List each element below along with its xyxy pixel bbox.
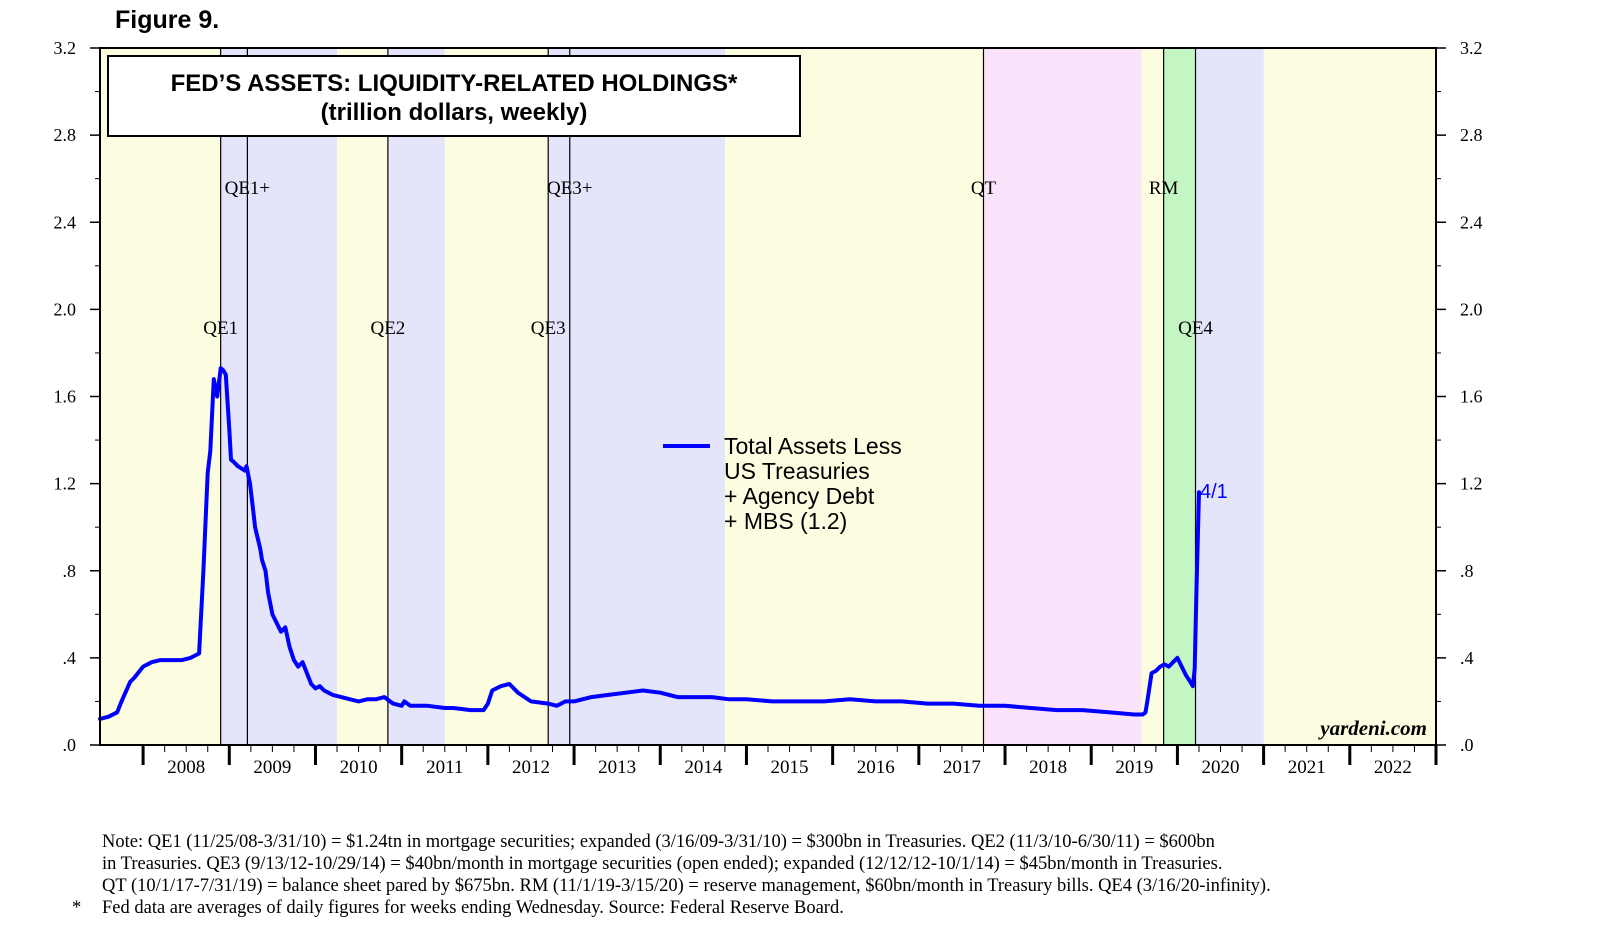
band-qe-1	[387, 48, 445, 745]
y-tick-label-right: 2.4	[1460, 212, 1483, 232]
y-tick-label-left: .8	[63, 561, 77, 581]
note-line-1: Note: QE1 (11/25/08-3/31/10) = $1.24tn i…	[102, 832, 1215, 852]
y-tick-label-left: 1.2	[54, 474, 77, 494]
note-line-2: in Treasuries. QE3 (9/13/12-10/29/14) = …	[102, 854, 1223, 874]
program-label-rm: RM	[1149, 178, 1179, 199]
program-label-qe1: QE1	[203, 318, 238, 339]
x-tick-label-2020: 2020	[1202, 757, 1240, 778]
y-tick-label-right: 1.2	[1460, 474, 1483, 494]
notes: Note: QE1 (11/25/08-3/31/10) = $1.24tn i…	[72, 831, 1602, 919]
program-label-qe3: QE3	[531, 318, 566, 339]
x-tick-label-2012: 2012	[512, 757, 550, 778]
chart-subtitle: (trillion dollars, weekly)	[321, 99, 588, 126]
x-tick-label-2022: 2022	[1374, 757, 1412, 778]
x-tick-label-2021: 2021	[1288, 757, 1326, 778]
x-tick-label-2017: 2017	[943, 757, 981, 778]
footnote-marker: *	[72, 898, 82, 918]
x-tick-label-2009: 2009	[253, 757, 291, 778]
y-tick-label-left: .4	[63, 648, 77, 668]
x-tick-label-2019: 2019	[1115, 757, 1153, 778]
legend-line-1: Total Assets Less	[724, 433, 902, 459]
y-tick-label-left: 3.2	[54, 38, 77, 58]
title-box: FED’S ASSETS: LIQUIDITY-RELATED HOLDINGS…	[107, 55, 801, 137]
series-line-0	[98, 366, 1201, 721]
y-tick-label-left: .0	[63, 735, 77, 755]
axes: .0 .0 .4 .4 .8 .8 1.2 1.2 1.6 1.6 2.0 2.0 2.4 2.4 2.8 2…	[54, 38, 1483, 778]
series-layer	[98, 366, 1201, 721]
y-tick-label-right: .8	[1460, 561, 1474, 581]
footnote: * Fed data are averages of daily figures…	[72, 897, 1602, 919]
x-tick-label-2014: 2014	[684, 757, 723, 778]
y-tick-label-left: 1.6	[54, 387, 77, 407]
program-label-qe2: QE2	[370, 318, 405, 339]
y-tick-label-left: 2.8	[54, 125, 77, 145]
y-tick-label-right: 2.8	[1460, 125, 1483, 145]
y-tick-label-right: 2.0	[1460, 299, 1483, 319]
footnote-text: Fed data are averages of daily figures f…	[102, 898, 844, 918]
y-tick-label-right: 1.6	[1460, 387, 1483, 407]
note-line-3: QT (10/1/17-7/31/19) = balance sheet par…	[102, 876, 1271, 896]
figure-label: Figure 9.	[115, 6, 220, 34]
chart: QE1 QE1+ QE2 QE3 QE3+ QT RM QE4 .0 .0 .4 .4 .8 .8 1.2…	[54, 38, 1483, 778]
program-label-qt: QT	[971, 178, 997, 199]
x-tick-label-2013: 2013	[598, 757, 636, 778]
y-tick-label-left: 2.0	[54, 299, 77, 319]
program-label-qe3-plus: QE3+	[547, 178, 593, 199]
band-qe-0	[220, 48, 338, 745]
x-tick-label-2015: 2015	[771, 757, 809, 778]
legend-line-4: + MBS (1.2)	[724, 508, 847, 534]
band-qe-5	[1195, 48, 1264, 745]
program-label-qe1-plus: QE1+	[225, 178, 271, 199]
y-tick-label-left: 2.4	[54, 212, 77, 232]
band-qt-3	[983, 48, 1142, 745]
legend: Total Assets Less US Treasuries + Agency…	[663, 433, 902, 534]
band-rm-4	[1163, 48, 1196, 745]
y-tick-label-right: 3.2	[1460, 38, 1483, 58]
program-label-qe4: QE4	[1178, 318, 1213, 339]
band-qe-2	[548, 48, 725, 745]
program-lines: QE1 QE1+ QE2 QE3 QE3+ QT RM QE4	[203, 48, 1213, 745]
x-tick-label-2011: 2011	[426, 757, 463, 778]
background-bands	[100, 48, 1436, 745]
legend-line-3: + Agency Debt	[724, 483, 875, 509]
chart-title: FED’S ASSETS: LIQUIDITY-RELATED HOLDINGS…	[171, 70, 738, 97]
x-tick-label-2008: 2008	[167, 757, 205, 778]
x-tick-label-2016: 2016	[857, 757, 895, 778]
legend-line-2: US Treasuries	[724, 458, 870, 484]
y-tick-label-right: .4	[1460, 648, 1474, 668]
credit-label: yardeni.com	[1317, 716, 1427, 740]
x-tick-label-2010: 2010	[340, 757, 378, 778]
end-value-label: 4/1	[1200, 481, 1228, 503]
y-tick-label-right: .0	[1460, 735, 1474, 755]
x-tick-label-2018: 2018	[1029, 757, 1067, 778]
